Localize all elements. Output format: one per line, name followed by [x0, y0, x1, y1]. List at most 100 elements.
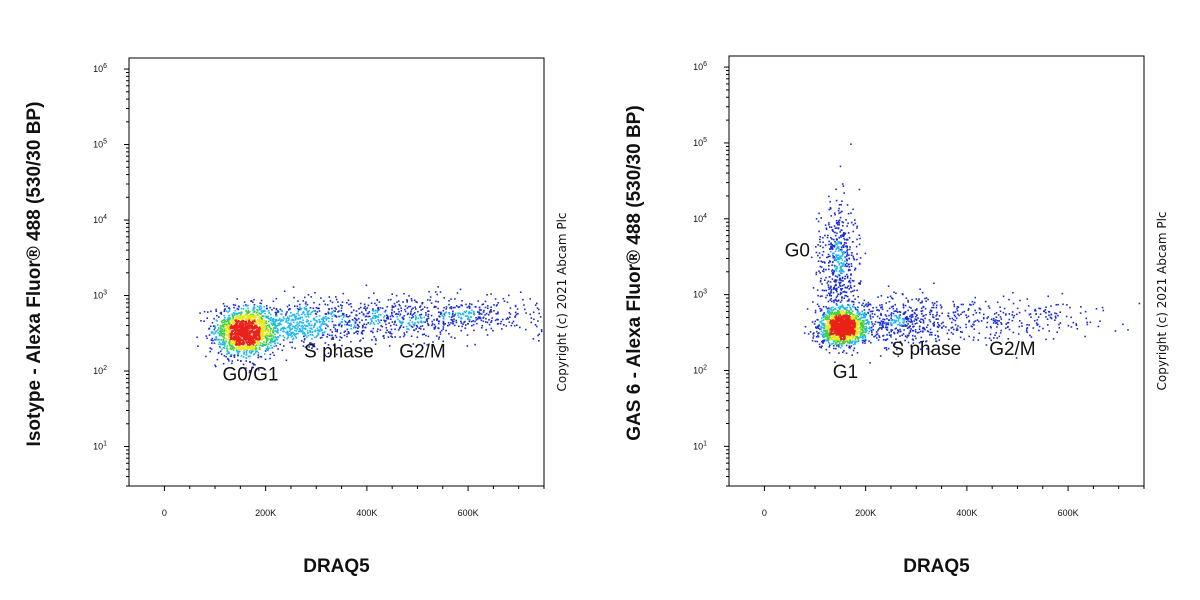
data-point: [829, 326, 831, 328]
data-point: [893, 310, 896, 313]
data-point: [341, 318, 344, 321]
data-point: [852, 303, 855, 306]
data-point: [818, 270, 820, 272]
data-point: [425, 319, 428, 321]
data-point: [243, 336, 246, 338]
data-point: [254, 346, 257, 349]
data-point: [1039, 307, 1042, 310]
data-point: [231, 345, 234, 348]
data-point: [835, 287, 838, 290]
data-point: [827, 311, 829, 313]
data-point: [288, 333, 290, 335]
data-point: [376, 309, 378, 312]
data-point: [837, 241, 839, 243]
data-point: [831, 324, 833, 326]
data-point: [918, 331, 920, 334]
data-point: [301, 340, 303, 342]
data-point: [823, 335, 825, 338]
data-point: [838, 279, 841, 281]
data-point: [1019, 299, 1021, 302]
data-point: [270, 339, 272, 342]
data-point: [823, 325, 826, 328]
data-point: [951, 317, 954, 320]
data-point: [1034, 310, 1037, 312]
data-point: [237, 359, 239, 361]
data-point: [915, 319, 918, 322]
data-point: [830, 242, 832, 244]
data-point: [835, 347, 837, 350]
data-point: [899, 317, 901, 319]
data-point: [833, 301, 835, 304]
data-point: [229, 338, 232, 341]
data-point: [828, 323, 830, 325]
data-point: [1058, 323, 1060, 326]
data-point: [460, 322, 463, 324]
data-point: [293, 326, 296, 329]
data-point: [315, 315, 318, 318]
data-point: [866, 319, 869, 321]
data-point: [893, 331, 895, 334]
data-point: [826, 319, 828, 322]
data-point: [241, 334, 244, 336]
data-point: [290, 319, 293, 322]
data-point: [1054, 319, 1056, 321]
data-point: [291, 328, 294, 330]
data-point: [203, 310, 206, 313]
data-point: [262, 326, 264, 329]
data-point: [823, 329, 825, 332]
data-point: [238, 312, 241, 314]
data-point: [529, 298, 531, 300]
data-point: [386, 306, 388, 308]
data-point: [853, 332, 856, 335]
data-point: [490, 293, 492, 295]
data-point: [411, 321, 414, 323]
data-point: [838, 281, 840, 284]
data-point: [863, 299, 866, 302]
data-point: [482, 320, 485, 323]
data-point: [423, 306, 426, 308]
data-point: [287, 335, 289, 337]
data-point: [247, 325, 249, 328]
data-point: [841, 277, 844, 280]
data-point: [257, 331, 260, 333]
data-point: [229, 317, 231, 319]
data-point: [859, 263, 861, 265]
data-point: [485, 329, 487, 331]
data-point: [871, 310, 873, 313]
data-point: [230, 342, 232, 345]
data-point: [878, 335, 880, 337]
data-point: [857, 328, 860, 330]
data-point: [830, 291, 832, 294]
data-point: [803, 332, 806, 334]
data-point: [250, 344, 253, 347]
data-point: [307, 334, 310, 337]
data-point: [850, 274, 852, 276]
data-point: [213, 342, 216, 344]
data-point: [987, 316, 990, 318]
data-point: [833, 287, 835, 289]
data-point: [223, 355, 226, 357]
data-point: [304, 334, 307, 337]
data-point: [274, 311, 277, 314]
data-point: [970, 304, 972, 306]
data-point: [941, 327, 943, 329]
data-point: [851, 354, 853, 356]
data-point: [407, 322, 410, 325]
data-point: [839, 335, 842, 338]
data-point: [1027, 305, 1030, 307]
data-point: [274, 333, 276, 336]
data-point: [291, 341, 293, 344]
data-point: [497, 312, 499, 315]
data-point: [823, 268, 825, 270]
data-point: [832, 274, 834, 276]
data-point: [234, 324, 236, 326]
data-point: [306, 329, 309, 332]
data-point: [320, 297, 322, 299]
data-point: [850, 318, 852, 320]
data-point: [223, 330, 226, 332]
data-point: [296, 323, 299, 326]
data-point: [226, 345, 229, 347]
data-point: [258, 336, 261, 338]
data-point: [213, 333, 215, 335]
